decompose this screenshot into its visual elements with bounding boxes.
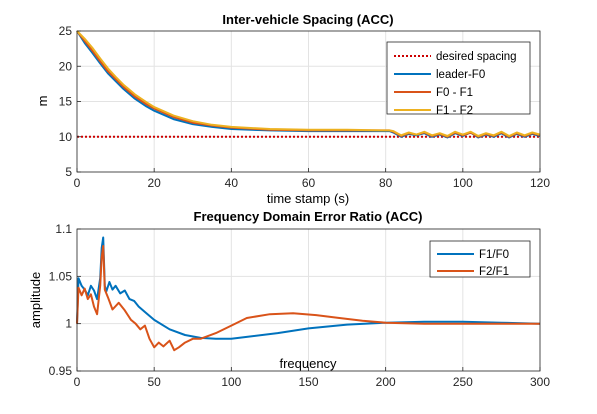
spacing-y-tick-label: 25 xyxy=(59,24,73,38)
spacing-legend-box xyxy=(386,41,531,115)
error-ratio-y-tick-label: 1 xyxy=(65,317,72,331)
error-ratio-x-tick-label: 200 xyxy=(376,375,396,389)
spacing-legend-label: F1 - F2 xyxy=(436,105,473,117)
error-ratio-x-tick-label: 250 xyxy=(453,375,473,389)
spacing-y-tick-label: 10 xyxy=(59,130,73,144)
spacing-x-tick-label: 100 xyxy=(453,176,473,190)
spacing-y-tick-label: 15 xyxy=(59,95,73,109)
error-ratio-series-line-1 xyxy=(76,236,541,340)
spacing-x-tick-label: 120 xyxy=(530,176,550,190)
spacing-x-tick-label: 80 xyxy=(379,176,393,190)
error-ratio-legend: F1/F0 F2/F1 xyxy=(429,240,531,278)
error-ratio-x-tick-label: 100 xyxy=(221,375,241,389)
error-ratio-series-line-2 xyxy=(76,245,540,352)
error-ratio-y-tick-label: 1.1 xyxy=(55,222,72,236)
error-ratio-y-tick-label: 0.95 xyxy=(49,364,73,378)
spacing-x-axis-label: time stamp (s) xyxy=(267,191,349,206)
spacing-x-tick-label: 20 xyxy=(147,176,161,190)
error-ratio-y-tick-label: 1.05 xyxy=(49,269,73,283)
spacing-y-tick-label: 5 xyxy=(65,165,72,179)
spacing-legend-label: leader-F0 xyxy=(436,69,485,81)
error-ratio-legend-label: F1/F0 xyxy=(479,249,509,261)
spacing-x-tick-label: 60 xyxy=(302,176,316,190)
error-ratio-chart-title: Frequency Domain Error Ratio (ACC) xyxy=(194,209,423,224)
error-ratio-legend-label: F2/F1 xyxy=(479,266,509,278)
spacing-series-line-4 xyxy=(76,30,541,137)
spacing-x-tick-label: 40 xyxy=(225,176,239,190)
spacing-x-tick-label: 0 xyxy=(74,176,81,190)
error-ratio-series-lines xyxy=(76,236,541,352)
spacing-legend-label: F0 - F1 xyxy=(436,87,473,99)
spacing-chart: Inter-vehicle Spacing (ACC) 0 20 40 60 80 100… xyxy=(35,12,550,206)
spacing-legend-label: desired spacing xyxy=(436,51,517,63)
spacing-series-lines xyxy=(76,30,541,139)
error-ratio-x-tick-label: 150 xyxy=(298,375,318,389)
error-ratio-x-tick-label: 300 xyxy=(530,375,550,389)
spacing-legend: desired spacing leader-F0 F0 - F1 F1 - F2 xyxy=(386,41,531,117)
spacing-y-tick-label: 20 xyxy=(59,59,73,73)
error-ratio-y-axis-label: amplitude xyxy=(28,272,43,328)
error-ratio-x-axis-label: frequency xyxy=(279,356,337,371)
error-ratio-x-tick-label: 0 xyxy=(74,375,81,389)
error-ratio-x-tick-label: 50 xyxy=(147,375,161,389)
spacing-y-axis-label: m xyxy=(35,96,50,107)
spacing-ticks: 0 20 40 60 80 100 120 5 10 15 20 25 xyxy=(59,24,551,190)
error-ratio-chart: Frequency Domain Error Ratio (ACC) 0 50 10… xyxy=(28,209,550,389)
error-ratio-ticks: 0 50 100 150 200 250 300 0.95 1 1.05 1.1 xyxy=(49,222,551,389)
spacing-chart-title: Inter-vehicle Spacing (ACC) xyxy=(222,12,393,27)
